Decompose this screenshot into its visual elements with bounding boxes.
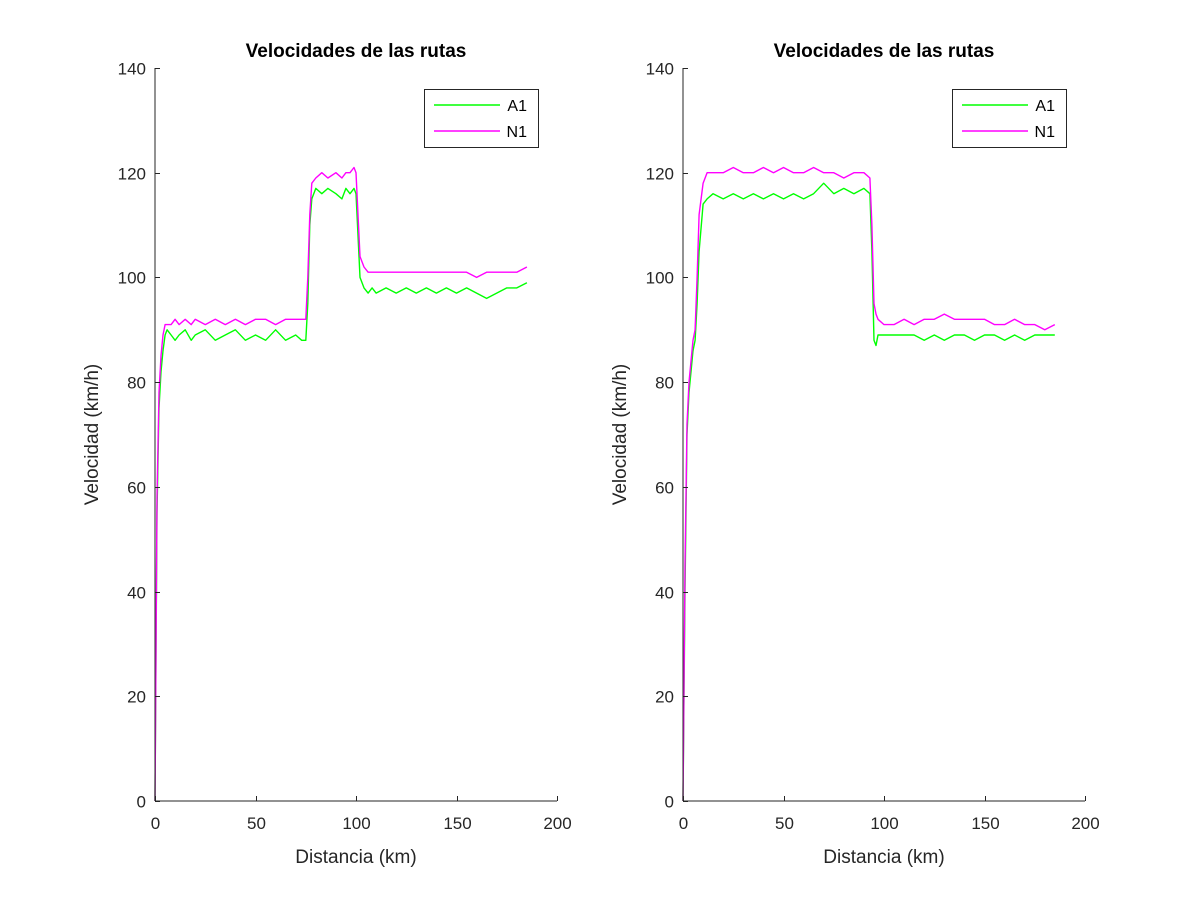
- y-tick-label: 0: [665, 793, 674, 812]
- y-tick-label: 100: [118, 269, 146, 288]
- x-tick-label: 200: [543, 814, 571, 833]
- y-tick-label: 0: [137, 793, 146, 812]
- y-tick-label: 20: [127, 688, 146, 707]
- x-tick-label: 150: [971, 814, 999, 833]
- y-axis-label: Velocidad (km/h): [610, 364, 631, 506]
- legend-label-n1: N1: [1035, 124, 1056, 141]
- legend-label-a1: A1: [1035, 98, 1055, 115]
- series-line-a1: [154, 187, 528, 802]
- y-tick-label: 60: [127, 479, 146, 498]
- legend: A1 N1: [424, 89, 539, 148]
- x-tick-label: 0: [151, 814, 160, 833]
- x-tick-label: 50: [247, 814, 266, 833]
- chart-panel-2: 0 20 40 60 80 100 120 140 0 50 100 150 200 Velocidade…: [610, 41, 1100, 868]
- x-tick-label: 200: [1071, 814, 1099, 833]
- legend: A1 N1: [952, 89, 1067, 148]
- y-tick-label: 120: [118, 165, 146, 184]
- legend-box: [424, 89, 539, 148]
- x-tick-label: 100: [342, 814, 370, 833]
- chart-title: Velocidades de las rutas: [246, 41, 467, 62]
- y-tick-label: 120: [646, 165, 674, 184]
- y-tick-label: 140: [118, 60, 146, 79]
- y-tick-label: 80: [127, 374, 146, 393]
- x-tick-label: 150: [443, 814, 471, 833]
- y-tick-label: 40: [655, 584, 674, 603]
- y-tick-label: 80: [655, 374, 674, 393]
- legend-box: [952, 89, 1067, 148]
- series-line-n1: [682, 166, 1056, 802]
- x-axis-label: Distancia (km): [823, 847, 944, 868]
- series-line-n1: [154, 166, 528, 802]
- x-axis-label: Distancia (km): [295, 847, 416, 868]
- y-tick-label: 60: [655, 479, 674, 498]
- legend-label-n1: N1: [507, 124, 528, 141]
- x-tick-label: 0: [679, 814, 688, 833]
- y-tick-label: 140: [646, 60, 674, 79]
- chart-title: Velocidades de las rutas: [774, 41, 995, 62]
- y-tick-label: 40: [127, 584, 146, 603]
- series-line-a1: [682, 182, 1055, 802]
- y-tick-label: 100: [646, 269, 674, 288]
- y-axis-label: Velocidad (km/h): [82, 364, 103, 506]
- y-tick-label: 20: [655, 688, 674, 707]
- x-tick-label: 100: [870, 814, 898, 833]
- legend-label-a1: A1: [507, 98, 527, 115]
- chart-panel-1: 0 20 40 60 80 100 120 140 0 50 100 150 200 Velocidade…: [82, 41, 572, 868]
- x-tick-label: 50: [775, 814, 794, 833]
